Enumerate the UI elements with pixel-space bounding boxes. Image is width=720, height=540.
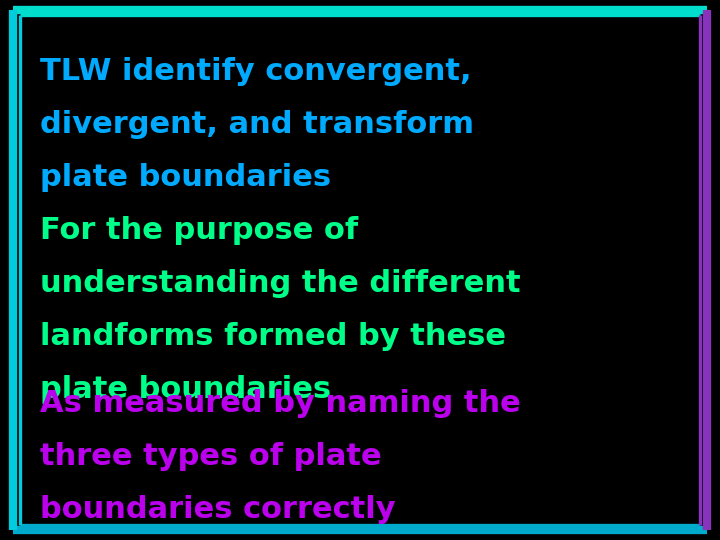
Text: divergent, and transform: divergent, and transform [40, 110, 474, 139]
Text: For the purpose of: For the purpose of [40, 216, 358, 245]
Text: plate boundaries: plate boundaries [40, 163, 330, 192]
Text: understanding the different: understanding the different [40, 269, 521, 298]
Text: plate boundaries: plate boundaries [40, 375, 330, 404]
Text: As measured by naming the: As measured by naming the [40, 389, 521, 418]
Text: boundaries correctly: boundaries correctly [40, 495, 395, 524]
Text: three types of plate: three types of plate [40, 442, 381, 471]
Text: landforms formed by these: landforms formed by these [40, 322, 505, 351]
Text: TLW identify convergent,: TLW identify convergent, [40, 57, 471, 86]
